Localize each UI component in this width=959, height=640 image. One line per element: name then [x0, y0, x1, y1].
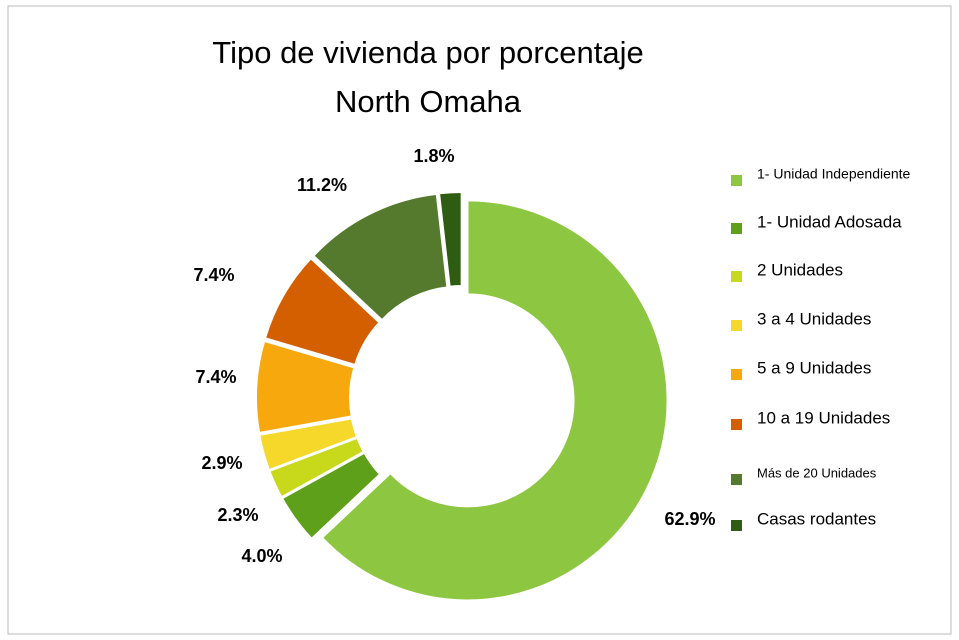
data-label: 1.8%	[413, 146, 454, 166]
legend-label: 3 a 4 Unidades	[757, 309, 871, 328]
legend-label: Casas rodantes	[757, 509, 876, 528]
legend-swatch	[731, 271, 742, 282]
donut-slice	[258, 417, 359, 472]
donut-slice	[263, 256, 381, 367]
legend-swatch	[731, 223, 742, 234]
legend-swatch	[731, 419, 742, 430]
chart-title: Tipo de vivienda por porcentaje	[212, 35, 643, 70]
legend-label: 10 a 19 Unidades	[757, 408, 890, 427]
data-label: 62.9%	[664, 509, 715, 529]
chart-subtitle: North Omaha	[335, 84, 522, 119]
legend-swatch	[731, 320, 742, 331]
donut-slice	[320, 199, 669, 602]
donut-slice	[255, 339, 356, 435]
legend-swatch	[731, 520, 742, 531]
data-label: 2.9%	[201, 453, 242, 473]
data-label: 2.3%	[217, 505, 258, 525]
legend-label: Más de 20 Unidades	[757, 465, 877, 480]
legend-swatch	[731, 369, 742, 380]
legend-label: 5 a 9 Unidades	[757, 358, 871, 377]
legend-label: 1- Unidad Independiente	[757, 166, 911, 182]
data-label: 7.4%	[195, 367, 236, 387]
donut-slice	[311, 192, 449, 322]
data-label: 7.4%	[193, 265, 234, 285]
legend-swatch	[731, 175, 742, 186]
legend-label: 1- Unidad Adosada	[757, 212, 902, 231]
donut-slice	[280, 451, 382, 541]
legend-label: 2 Unidades	[757, 260, 843, 279]
data-label: 4.0%	[241, 546, 282, 566]
legend-swatch	[731, 474, 742, 485]
donut-slice	[437, 191, 463, 288]
data-label: 11.2%	[297, 175, 347, 195]
